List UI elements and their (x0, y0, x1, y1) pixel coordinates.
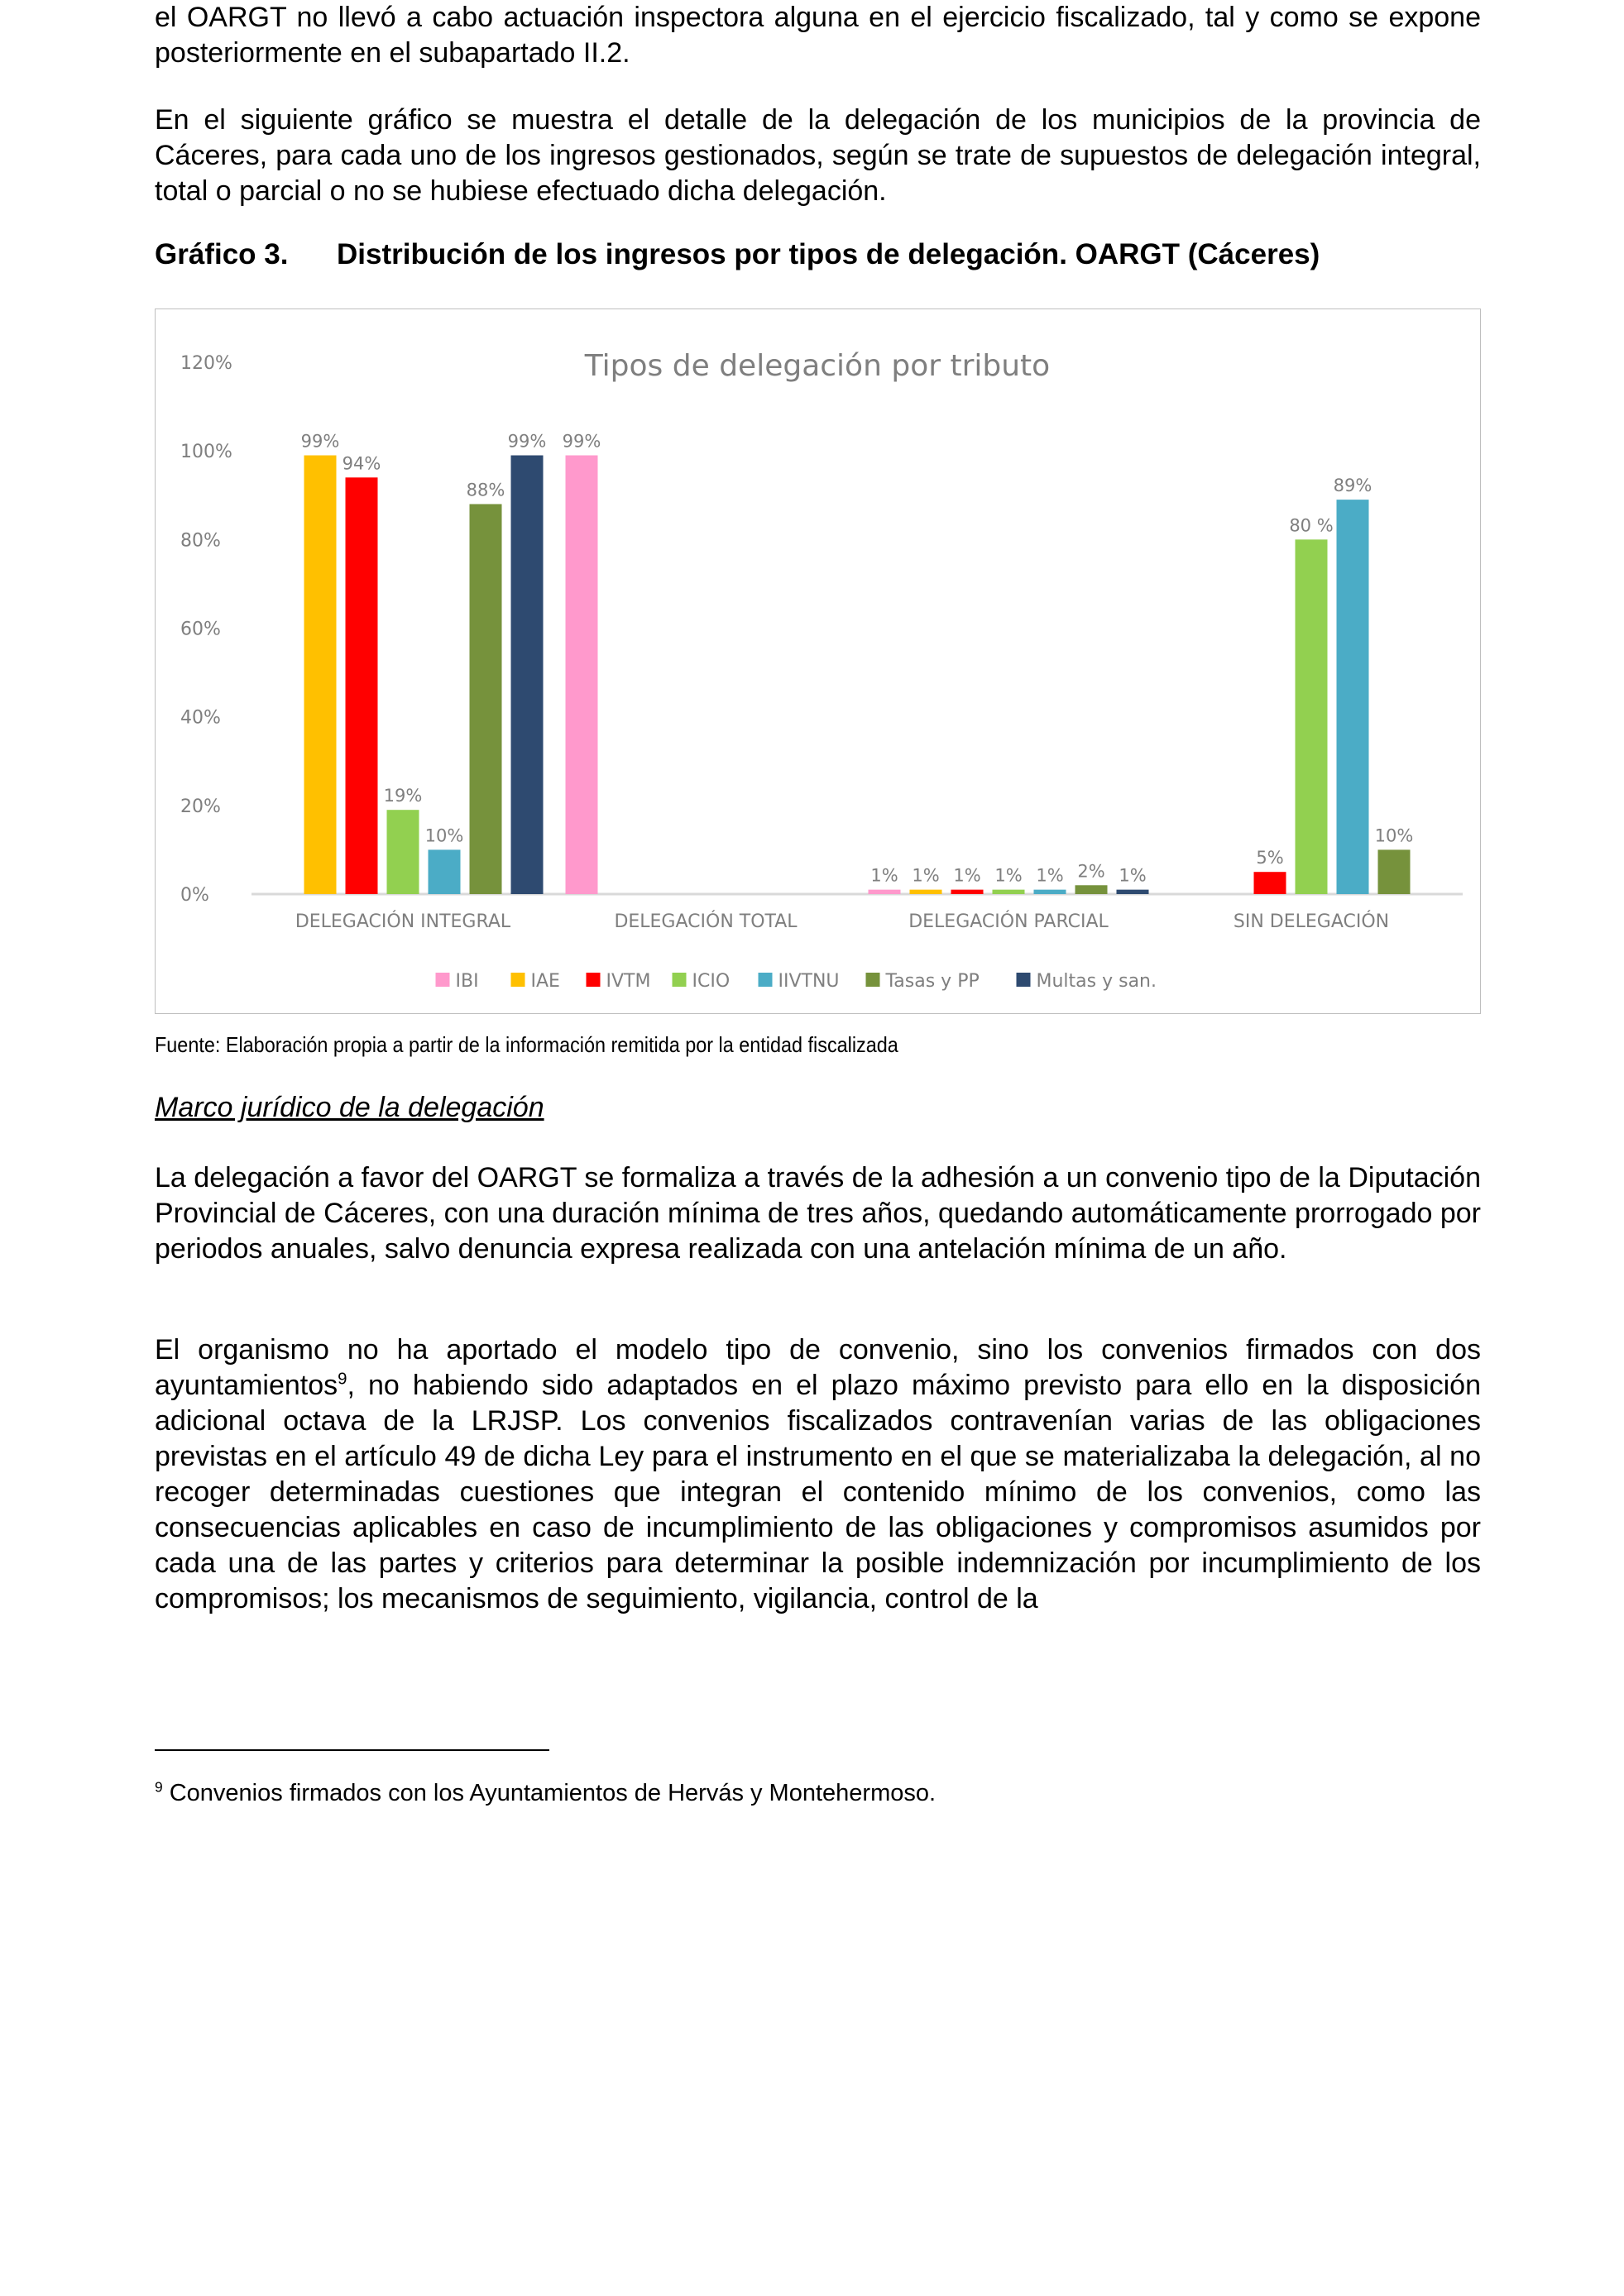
y-tick-label: 120% (180, 353, 232, 374)
bar-ivtm (951, 889, 984, 894)
legend-swatch (758, 973, 773, 987)
bar-iae (909, 889, 942, 894)
data-label: 1% (870, 866, 898, 886)
y-tick-label: 0% (180, 885, 209, 906)
y-tick-label: 100% (180, 442, 232, 462)
bar-ibi (868, 889, 901, 894)
legend-swatch (865, 973, 880, 987)
paragraph-agreements: El organismo no ha aportado el modelo ti… (155, 1332, 1481, 1617)
data-label: 89% (1334, 476, 1372, 495)
paragraph-delegation: La delegación a favor del OARGT se forma… (155, 1162, 1481, 1265)
data-label: 1% (1119, 866, 1146, 886)
legend-label: Multas y san. (1037, 971, 1157, 992)
bar-ivtm (345, 477, 378, 894)
data-label: 88% (467, 480, 505, 500)
paragraph-text: El organismo no ha aportado el modelo ti… (155, 1334, 1481, 1401)
y-tick-label: 60% (180, 619, 221, 640)
chart-container: Tipos de delegación por tributo 0% 20% 40% 6… (155, 309, 1481, 1014)
data-label: 99% (508, 432, 547, 452)
bar-ivtm (1253, 872, 1286, 894)
paragraph-text: , no habiendo sido adaptados en el plazo… (155, 1370, 1481, 1614)
figure-source: Fuente: Elaboración propia a partir de l… (155, 1032, 898, 1057)
data-label: 19% (384, 786, 423, 806)
x-category-label: DELEGACIÓN INTEGRAL (295, 911, 511, 932)
y-tick-label: 20% (180, 796, 221, 817)
legend-label: IVTM (606, 971, 651, 992)
legend-swatch (672, 973, 687, 987)
footnote-divider (155, 1749, 549, 1751)
figure-caption: Gráfico 3. Distribución de los ingresos p… (155, 238, 1320, 271)
legend-label: IAE (531, 971, 560, 992)
data-label: 2% (1077, 861, 1104, 881)
x-category-label: DELEGACIÓN TOTAL (614, 911, 798, 932)
legend-swatch (586, 973, 601, 987)
bar-icio (992, 889, 1025, 894)
paragraph-intro: el OARGT no llevó a cabo actuación inspe… (155, 2, 1481, 69)
footnote: 9 Convenios firmados con los Ayuntamient… (155, 1780, 936, 1807)
legend-label: Tasas y PP (885, 971, 980, 992)
data-label: 99% (301, 432, 340, 452)
bar-tasas-y-pp (1377, 849, 1411, 894)
bar-tasas-y-pp (1075, 885, 1108, 894)
x-category-label: DELEGACIÓN PARCIAL (908, 911, 1109, 932)
chart-title: Tipos de delegación por tributo (584, 349, 1050, 383)
data-label: 80 % (1289, 515, 1333, 535)
data-label: 1% (994, 866, 1022, 886)
legend-label: IBI (456, 971, 479, 992)
figure-title: Distribución de los ingresos por tipos d… (337, 238, 1320, 270)
data-label: 10% (425, 825, 464, 845)
section-heading: Marco jurídico de la delegación (155, 1092, 544, 1123)
y-tick-label: 40% (180, 708, 221, 729)
bar-icio (1295, 539, 1328, 894)
legend-label: IIVTNU (778, 971, 840, 992)
bar-multas-y-san- (1116, 889, 1149, 894)
bar-iae (304, 455, 337, 894)
y-tick-label: 80% (180, 530, 221, 551)
data-label: 1% (1036, 866, 1063, 886)
data-label: 99% (563, 432, 601, 452)
figure-number: Gráfico 3. (155, 238, 289, 270)
legend-swatch (1016, 973, 1031, 987)
bar-iivtnu (428, 849, 461, 894)
bar-tasas-y-pp (469, 504, 502, 894)
footnote-reference[interactable]: 9 (338, 1370, 347, 1389)
data-label: 5% (1256, 848, 1283, 868)
bar-iivtnu (1336, 500, 1369, 894)
bar-multas-y-san- (510, 455, 544, 894)
bar-iivtnu (1033, 889, 1066, 894)
legend-label: ICIO (692, 971, 731, 992)
data-label: 1% (912, 866, 939, 886)
data-label: 1% (953, 866, 980, 886)
data-label: 10% (1375, 825, 1414, 845)
data-label: 94% (343, 453, 381, 473)
legend-swatch (510, 973, 525, 987)
paragraph-chart-intro: En el siguiente gráfico se muestra el de… (155, 104, 1481, 207)
footnote-text: Convenios firmados con los Ayuntamientos… (162, 1780, 937, 1806)
footnote-mark: 9 (155, 1778, 163, 1796)
x-category-label: SIN DELEGACIÓN (1234, 911, 1389, 932)
bar-chart: Tipos de delegación por tributo 0% 20% 40% 6… (180, 349, 1463, 992)
bar-icio (386, 810, 419, 894)
legend-swatch (435, 973, 450, 987)
bar-ibi (565, 455, 598, 894)
